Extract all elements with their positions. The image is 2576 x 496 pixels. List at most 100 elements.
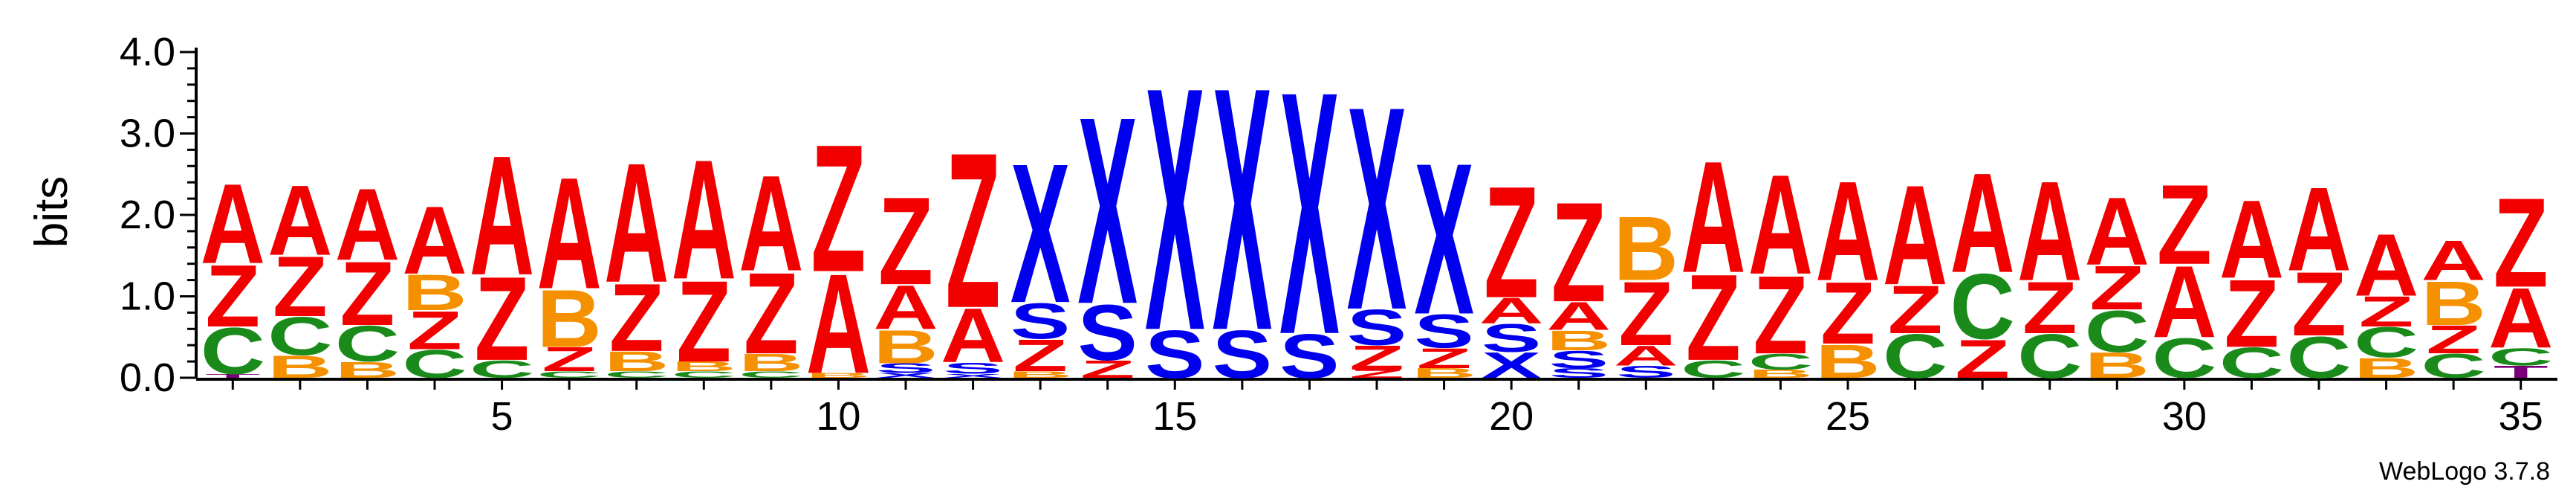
glyph-T: T: [205, 373, 260, 379]
glyph-S: S: [1279, 322, 1340, 392]
y-axis: 0.0 1.0 2.0 3.0 4.0: [120, 30, 198, 400]
glyph-X: X: [876, 372, 936, 379]
glyph-A: A: [2152, 245, 2216, 359]
glyph-B: B: [267, 350, 332, 385]
weblogo-credit: WebLogo 3.7.8: [2379, 457, 2550, 486]
glyph-Z: Z: [2426, 317, 2481, 361]
glyph-Z: Z: [1955, 329, 2010, 390]
glyph-C: C: [470, 355, 534, 384]
glyph-B: B: [1546, 324, 1611, 356]
glyph-A: A: [873, 273, 938, 343]
glyph-C: C: [672, 370, 736, 380]
glyph-Z: Z: [340, 242, 395, 344]
glyph-Z: Z: [2089, 254, 2144, 323]
glyph-X: X: [943, 373, 1003, 379]
glyph-Z: Z: [676, 257, 731, 386]
glyph-X: X: [1145, 16, 1205, 403]
glyph-Z: Z: [542, 341, 597, 379]
glyph-A: A: [267, 165, 332, 277]
glyph-B: B: [402, 264, 467, 321]
glyph-B: B: [2354, 352, 2418, 384]
glyph-S: S: [943, 359, 1003, 377]
glyph-X: X: [1347, 48, 1407, 371]
glyph-A: A: [2488, 270, 2553, 366]
glyph-Z: Z: [2225, 259, 2280, 367]
glyph-A: A: [537, 144, 602, 322]
x-tick-label: 5: [491, 394, 513, 439]
glyph-X: X: [1077, 61, 1138, 360]
glyph-A: A: [1479, 291, 1544, 332]
glyph-Z: Z: [1417, 342, 1472, 374]
y-tick-label: 4.0: [120, 30, 175, 74]
glyph-Z: Z: [609, 263, 664, 372]
glyph-A: A: [2017, 151, 2082, 310]
glyph-B: B: [2085, 345, 2150, 386]
glyph-B: B: [1614, 198, 1678, 300]
glyph-C: C: [1748, 349, 1813, 374]
glyph-B: B: [1412, 366, 1476, 381]
glyph-A: A: [1748, 144, 1813, 303]
glyph-B: B: [2421, 269, 2486, 339]
glyph-C: C: [537, 370, 602, 380]
glyph-T: T: [2494, 362, 2549, 381]
glyph-Z: Z: [1013, 330, 1068, 381]
glyph-Z: Z: [1888, 271, 1943, 348]
glyph-A: A: [2286, 163, 2351, 297]
y-tick-label: 0.0: [120, 355, 175, 400]
glyph-A: A: [941, 292, 1005, 379]
glyph-C: C: [2219, 339, 2284, 387]
y-tick-label: 1.0: [120, 274, 175, 319]
glyph-Z: Z: [2291, 253, 2346, 355]
glyph-Z: Z: [1080, 355, 1135, 384]
glyph-C: C: [2152, 327, 2216, 390]
glyph-C: C: [2354, 318, 2418, 367]
glyph-C: C: [739, 370, 803, 380]
x-axis: 5 10 15 20 25 30 35: [196, 378, 2557, 439]
glyph-S: S: [1482, 315, 1542, 360]
glyph-Z: Z: [2022, 267, 2077, 350]
glyph-Z: Z: [811, 106, 866, 310]
glyph-S: S: [1548, 345, 1609, 373]
glyph-Z: Z: [1686, 248, 1741, 386]
glyph-Z: Z: [1484, 153, 1539, 331]
glyph-A: A: [201, 161, 265, 288]
glyph-Z: Z: [878, 171, 933, 311]
glyph-Z: Z: [946, 107, 1001, 355]
x-tick-label: 35: [2499, 394, 2543, 439]
glyph-B: B: [537, 273, 602, 364]
glyph-A: A: [672, 124, 736, 315]
glyph-S: S: [1213, 316, 1273, 393]
glyph-A: A: [2421, 230, 2486, 293]
glyph-B: B: [672, 359, 736, 374]
glyph-S: S: [1414, 305, 1474, 358]
glyph-A: A: [2219, 177, 2284, 301]
glyph-C: C: [604, 370, 669, 380]
x-tick-label: 10: [816, 394, 860, 439]
x-tick-label: 20: [1489, 394, 1534, 439]
glyph-S: S: [1145, 316, 1205, 393]
glyph-C: C: [201, 315, 265, 388]
glyph-A: A: [402, 186, 467, 294]
glyph-Z: Z: [2494, 173, 2549, 315]
x-tick-label: 30: [2162, 394, 2207, 439]
glyph-C: C: [267, 306, 332, 367]
glyph-S: S: [1077, 289, 1138, 377]
glyph-X: X: [1279, 20, 1340, 407]
glyph-Z: Z: [205, 247, 260, 346]
y-tick-label: 3.0: [120, 112, 175, 156]
glyph-B: B: [873, 321, 938, 374]
glyph-Z: Z: [1753, 253, 1808, 377]
glyph-A: A: [806, 244, 871, 403]
glyph-C: C: [2488, 343, 2553, 371]
glyph-Z: Z: [1349, 339, 1404, 377]
glyph-C: C: [2421, 347, 2486, 385]
glyph-C: C: [2017, 322, 2082, 392]
glyph-A: A: [604, 127, 669, 318]
glyph-Z: Z: [1618, 263, 1673, 364]
glyph-X: X: [1010, 122, 1071, 344]
glyph-C: C: [1950, 255, 2015, 359]
glyph-Z: Z: [1349, 367, 1404, 380]
glyph-A: A: [1950, 143, 2015, 302]
glyph-A: A: [2085, 177, 2150, 286]
glyph-S: S: [1010, 292, 1071, 350]
